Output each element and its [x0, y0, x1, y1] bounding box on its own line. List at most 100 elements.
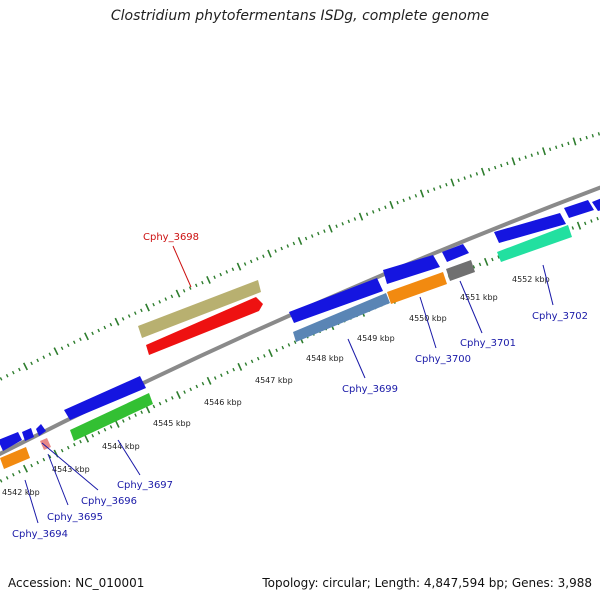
tick-mark	[91, 433, 95, 438]
gene-arrow[interactable]	[0, 432, 22, 451]
gene-label-cphy-3694[interactable]: Cphy_3694	[12, 529, 68, 540]
tick-mark	[171, 396, 174, 400]
tick-mark	[576, 221, 582, 230]
tick-mark	[206, 376, 212, 385]
tick-mark	[524, 155, 527, 160]
tick-mark	[317, 231, 320, 236]
tick-mark	[597, 132, 600, 136]
tick-mark	[164, 297, 168, 301]
tick-mark	[128, 416, 131, 420]
tick-mark	[408, 196, 412, 200]
tick-mark	[249, 259, 253, 264]
gene-arrow[interactable]	[564, 200, 594, 218]
tick-mark	[188, 286, 192, 290]
callout-lines	[24, 245, 554, 524]
tick-mark	[287, 343, 291, 347]
tick-mark	[389, 200, 394, 209]
scale-label: 4552 kbp	[512, 275, 550, 284]
tick-mark	[114, 419, 120, 428]
tick-mark	[109, 425, 113, 429]
gene-cphy-3702-shape[interactable]	[497, 225, 572, 262]
tick-mark	[91, 331, 94, 336]
tick-mark	[472, 265, 476, 269]
tick-mark	[145, 303, 150, 312]
gene-arrow[interactable]	[289, 278, 383, 323]
tick-mark	[23, 464, 29, 473]
tick-mark	[18, 367, 21, 372]
tick-mark	[378, 207, 381, 212]
tick-mark	[60, 448, 64, 453]
tick-mark	[175, 289, 181, 298]
callout-line	[41, 442, 99, 491]
gene-cphy-3699-shape[interactable]	[293, 293, 390, 342]
tick-mark	[72, 340, 76, 345]
tick-mark	[583, 221, 587, 226]
cog-feature[interactable]	[138, 280, 261, 338]
gene-label-cphy-3700[interactable]: Cphy_3700	[415, 354, 471, 365]
tick-mark	[585, 135, 588, 140]
tick-mark	[5, 374, 9, 378]
callout-line	[172, 245, 192, 288]
tick-mark	[571, 226, 575, 230]
tick-mark	[555, 145, 558, 150]
tick-mark	[109, 322, 113, 327]
gene-cphy-3697-shape[interactable]	[70, 393, 153, 441]
tick-mark	[36, 460, 40, 465]
gene-cphy-3698-shape[interactable]	[146, 297, 263, 355]
tick-mark	[310, 234, 314, 238]
tick-mark	[231, 267, 235, 272]
gene-arrow[interactable]	[592, 198, 600, 211]
tick-mark	[358, 212, 364, 221]
tick-mark	[237, 362, 243, 371]
tick-mark	[201, 280, 204, 285]
tick-mark	[542, 147, 546, 156]
tick-mark	[591, 134, 594, 138]
tick-mark	[103, 428, 107, 432]
gene-arrow[interactable]	[494, 213, 566, 243]
gene-arrow[interactable]	[22, 428, 34, 441]
scale-label: 4551 kbp	[460, 293, 498, 302]
tick-mark	[450, 178, 455, 187]
gene-cphy-3694-shape[interactable]	[0, 447, 30, 469]
gene-arrow[interactable]	[64, 376, 146, 420]
tick-mark	[220, 373, 223, 377]
gene-label-cphy-3702[interactable]: Cphy_3702	[532, 311, 588, 322]
tick-mark	[292, 241, 296, 246]
tick-mark	[84, 332, 89, 341]
tick-mark	[30, 463, 33, 468]
tick-mark	[536, 151, 540, 155]
tick-mark	[511, 157, 516, 166]
gene-cphy-3700-shape[interactable]	[387, 272, 447, 304]
gene-label-cphy-3696[interactable]: Cphy_3696	[81, 496, 137, 507]
gene-arrow[interactable]	[383, 255, 440, 284]
gene-arrow[interactable]	[36, 424, 46, 436]
tick-mark	[396, 200, 399, 205]
gene-label-cphy-3697[interactable]: Cphy_3697	[117, 480, 173, 491]
tick-mark	[182, 289, 186, 293]
tick-mark	[140, 308, 143, 313]
gene-label-cphy-3698[interactable]: Cphy_3698	[143, 232, 199, 243]
tick-mark	[66, 343, 70, 347]
gene-label-cphy-3699[interactable]: Cphy_3699	[342, 384, 398, 395]
tick-mark	[590, 219, 593, 223]
tick-mark	[11, 473, 15, 477]
gene-arrow[interactable]	[442, 244, 469, 262]
tick-mark	[243, 262, 247, 266]
tick-mark	[274, 249, 277, 253]
gene-label-cphy-3695[interactable]: Cphy_3695	[47, 512, 103, 523]
tick-mark	[328, 224, 333, 233]
tick-mark	[219, 272, 222, 277]
tick-mark	[323, 229, 326, 233]
tick-mark	[60, 346, 64, 350]
callout-line	[542, 264, 554, 306]
tick-mark	[42, 355, 46, 360]
tick-mark	[244, 362, 248, 366]
gene-cphy-3701-shape[interactable]	[446, 260, 475, 281]
tick-mark	[225, 270, 229, 274]
gene-label-cphy-3701[interactable]: Cphy_3701	[460, 338, 516, 349]
tick-mark	[497, 255, 500, 259]
gene-cphy-3695-shape[interactable]	[40, 438, 51, 450]
tick-mark	[73, 442, 76, 447]
tick-mark	[341, 222, 344, 226]
